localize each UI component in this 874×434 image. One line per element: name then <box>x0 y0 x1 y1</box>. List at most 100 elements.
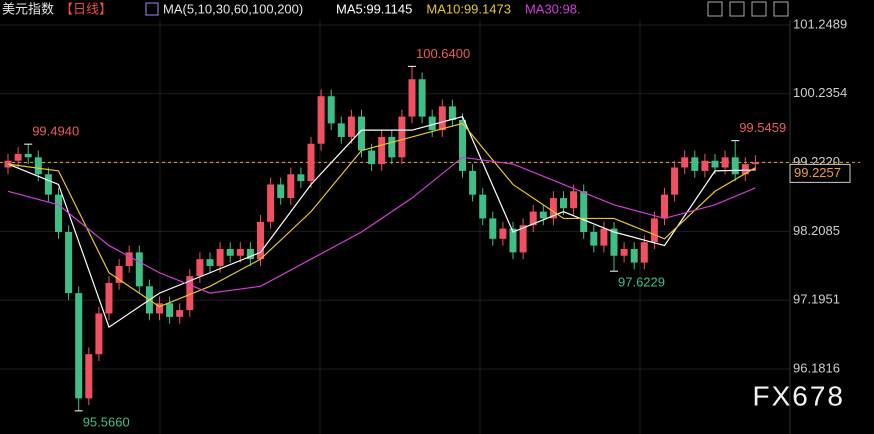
candle-body <box>378 136 386 165</box>
candle-body <box>620 248 628 256</box>
y-tick-label: 96.1816 <box>793 360 840 375</box>
toolbar <box>707 1 789 17</box>
ma-icon[interactable] <box>145 2 159 16</box>
candle-body <box>751 162 759 165</box>
candle-body <box>519 225 527 253</box>
candle-body <box>196 259 204 277</box>
last-price-label: 99.2257 <box>794 165 841 180</box>
candle-body <box>24 153 32 158</box>
candle-body <box>337 123 345 137</box>
candle-body <box>580 191 588 233</box>
candle-body <box>206 259 214 266</box>
candle-body <box>115 265 123 283</box>
candle-body <box>166 303 174 317</box>
ma-title: MA(5,10,30,60,100,200) <box>163 1 303 16</box>
ma-line <box>7 122 756 308</box>
tool-button[interactable] <box>751 1 767 17</box>
y-tick-label: 97.1951 <box>793 292 840 307</box>
candle-body <box>156 303 163 314</box>
candle-body <box>630 248 638 263</box>
watermark: FX678 <box>753 380 846 411</box>
candle-body <box>650 218 658 243</box>
legend-entry: MA10:99.1473 <box>426 1 511 16</box>
candle-body <box>610 228 618 256</box>
tool-button[interactable] <box>773 1 789 17</box>
candle-body <box>267 184 275 222</box>
candle-body <box>297 174 305 182</box>
candle-body <box>539 211 547 219</box>
candle-body <box>398 116 406 158</box>
candle-body <box>469 170 477 195</box>
candle-body <box>14 153 22 161</box>
candle-body <box>287 174 295 199</box>
candle-body <box>448 106 456 120</box>
candle-body <box>85 354 93 399</box>
candle-body <box>529 211 537 226</box>
candle-body <box>216 248 224 266</box>
period: 【日线】 <box>60 1 112 16</box>
candle-body <box>226 248 234 256</box>
candle-body <box>560 198 567 209</box>
candle-body <box>731 157 739 175</box>
candle-body <box>640 242 648 263</box>
candle-body <box>418 79 426 117</box>
candle-body <box>408 79 416 117</box>
candle-body <box>317 96 325 144</box>
candle-body <box>347 116 355 137</box>
candle-body <box>307 143 315 182</box>
tool-button[interactable] <box>729 1 745 17</box>
candle-body <box>75 293 83 399</box>
last-price-box <box>789 163 851 183</box>
y-tick-label: 98.2085 <box>793 223 840 238</box>
candle-body <box>549 198 557 219</box>
candle-body <box>691 157 699 171</box>
candle-body <box>489 218 497 239</box>
tool-button[interactable] <box>707 1 723 17</box>
legend-entry: MA30:98. <box>525 1 581 16</box>
candle-body <box>34 157 42 175</box>
ma-line <box>7 156 756 294</box>
candle-body <box>55 194 62 233</box>
candle-body <box>246 248 254 260</box>
candle-body <box>105 282 113 314</box>
candle-body <box>499 228 507 239</box>
candle-body <box>176 310 184 317</box>
candle-body <box>600 228 608 246</box>
chart-title: 美元指数 <box>2 1 54 16</box>
candle-body <box>388 136 396 158</box>
candle-body <box>661 194 668 219</box>
candle-body <box>570 191 578 209</box>
candle-body <box>711 160 719 168</box>
candle-body <box>681 157 689 168</box>
candle-body <box>358 116 365 151</box>
candle-body <box>125 252 133 266</box>
candle-body <box>327 96 335 124</box>
candle-body <box>509 228 517 253</box>
candle-body <box>721 157 729 168</box>
candle-body <box>95 313 103 355</box>
candle-body <box>257 221 264 260</box>
candle-body <box>428 116 436 131</box>
annotation-label: 97.6229 <box>618 275 665 290</box>
candle-body <box>277 184 285 199</box>
candle-body <box>236 248 244 256</box>
y-tick-label: 100.2354 <box>793 85 847 100</box>
candle-body <box>44 174 52 195</box>
candle-body <box>459 119 466 171</box>
candle-body <box>368 150 376 165</box>
candle-body <box>671 167 679 195</box>
legend-entry: MA5:99.1145 <box>336 1 412 16</box>
annotation-label: 95.5660 <box>83 414 130 429</box>
candle-body <box>135 252 143 287</box>
candle-body <box>479 194 487 219</box>
candle-body <box>65 232 73 294</box>
annotation-label: 99.5459 <box>739 120 786 135</box>
annotation-label: 100.6400 <box>416 46 470 61</box>
ma-line <box>7 115 756 328</box>
candle-body <box>438 106 446 131</box>
candle-body <box>741 164 749 175</box>
candle-body <box>590 232 598 246</box>
candle-body <box>186 276 194 311</box>
